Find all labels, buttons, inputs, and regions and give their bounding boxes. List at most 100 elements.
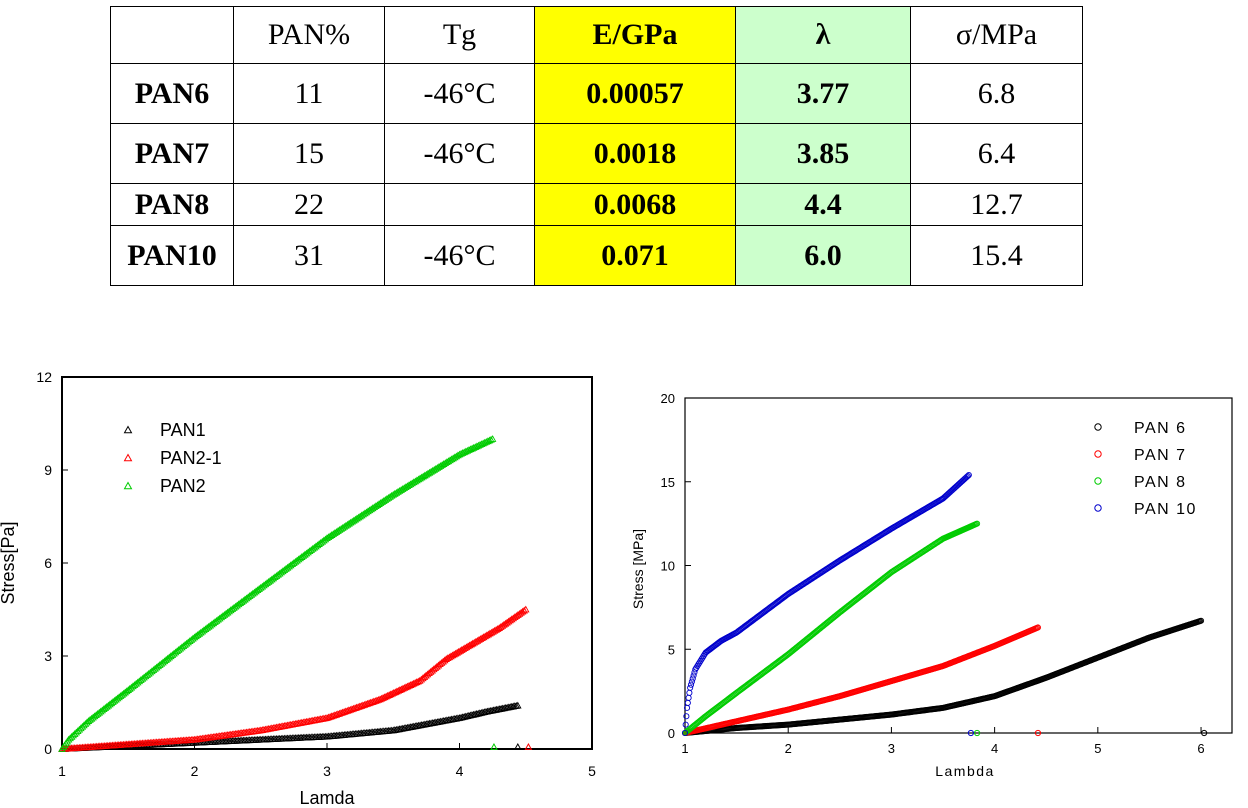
x-tick-label: 1 xyxy=(681,741,688,756)
row-lambda: 6.0 xyxy=(735,225,911,286)
data-point xyxy=(515,609,524,617)
y-tick-label: 6 xyxy=(44,555,52,571)
endpoint-marker xyxy=(1201,729,1208,737)
table-header-sigma: σ/MPa xyxy=(910,6,1083,64)
data-point xyxy=(497,623,505,630)
data-point xyxy=(485,436,494,444)
data-point xyxy=(507,615,516,623)
endpoint-marker xyxy=(513,742,522,750)
data-point xyxy=(687,684,694,691)
data-point xyxy=(520,606,528,614)
plot-frame xyxy=(61,376,593,750)
row-lambda: 3.77 xyxy=(735,63,911,124)
row-lambda: 4.4 xyxy=(735,183,911,226)
data-point xyxy=(500,620,508,628)
legend-label: PAN2 xyxy=(160,476,206,496)
series-pan-7 xyxy=(681,624,1042,737)
row-sigma: 15.4 xyxy=(910,225,1083,286)
table-header-lambda: λ xyxy=(735,6,911,64)
y-tick-label: 0 xyxy=(44,741,52,757)
row-sigma: 6.8 xyxy=(910,63,1083,124)
data-point xyxy=(518,607,527,615)
properties-table: PAN% Tg E/GPa λ σ/MPa PAN6 11 -46°C 0.00… xyxy=(110,6,1083,286)
legend-label: PAN2-1 xyxy=(160,448,222,468)
series-pan-8 xyxy=(681,520,981,737)
table-row: PAN10 31 -46°C 0.071 6.0 15.4 xyxy=(110,225,1083,286)
legend-marker xyxy=(123,453,133,462)
data-point xyxy=(965,471,972,479)
legend-label: PAN 10 xyxy=(1134,501,1197,518)
data-point xyxy=(683,713,690,720)
data-point xyxy=(501,619,510,627)
row-lambda: 3.85 xyxy=(735,123,911,184)
series-pan-10 xyxy=(681,471,974,737)
legend-marker xyxy=(1094,477,1102,485)
y-axis-label: Stress[Pa] xyxy=(0,521,18,604)
x-tick-label: 2 xyxy=(191,763,199,779)
legend-marker xyxy=(1094,423,1102,431)
row-pan-pct: 31 xyxy=(233,225,385,286)
x-axis-label: Lambda xyxy=(935,763,995,779)
legend-marker xyxy=(1094,504,1102,512)
endpoint-marker xyxy=(490,742,498,750)
row-e: 0.0068 xyxy=(534,183,736,226)
data-point xyxy=(414,677,422,685)
row-name: PAN8 xyxy=(110,183,234,226)
x-tick-label: 3 xyxy=(323,763,331,779)
y-tick-label: 15 xyxy=(661,475,675,490)
data-point xyxy=(504,617,513,625)
table-header-corner xyxy=(110,6,234,64)
data-point xyxy=(685,694,692,701)
data-point xyxy=(511,613,519,621)
y-tick-label: 3 xyxy=(44,648,52,664)
series-pan2 xyxy=(58,435,498,752)
row-e: 0.0018 xyxy=(534,123,736,184)
data-point xyxy=(321,535,330,543)
data-point xyxy=(487,435,495,443)
chart-right-group: 1 2 3 4 5 6 0 5 10 15 20 Lambda Stress [MPa] PAN 6 PAN… xyxy=(630,391,1233,779)
legend-marker xyxy=(123,425,133,434)
endpoint-marker xyxy=(967,729,974,737)
endpoint-marker xyxy=(1034,729,1042,737)
x-tick-label: 4 xyxy=(991,741,998,756)
row-tg: -46°C xyxy=(384,225,535,286)
data-point xyxy=(974,520,981,527)
x-tick-label: 3 xyxy=(888,741,895,756)
data-point xyxy=(503,618,511,626)
row-name: PAN6 xyxy=(110,63,234,124)
data-point xyxy=(684,699,691,706)
data-point xyxy=(1197,617,1205,624)
row-e: 0.071 xyxy=(534,225,736,286)
row-e: 0.00057 xyxy=(534,63,736,124)
legend-marker xyxy=(123,481,133,490)
data-point xyxy=(509,614,518,622)
data-point xyxy=(682,721,689,728)
x-tick-label: 5 xyxy=(1094,741,1101,756)
legend-label: PAN1 xyxy=(160,420,206,440)
row-tg xyxy=(384,183,535,226)
endpoint-marker xyxy=(973,729,981,737)
data-point xyxy=(488,435,497,442)
table-row: PAN7 15 -46°C 0.0018 3.85 6.4 xyxy=(110,123,1083,184)
data-point xyxy=(1034,624,1042,631)
data-point xyxy=(963,473,970,480)
data-point xyxy=(517,608,525,616)
x-tick-label: 5 xyxy=(588,763,596,779)
x-tick-label: 4 xyxy=(456,763,464,779)
data-point xyxy=(686,689,693,696)
data-point xyxy=(964,472,971,480)
row-name: PAN7 xyxy=(110,123,234,184)
data-point xyxy=(514,611,522,618)
y-tick-label: 5 xyxy=(668,642,675,657)
row-tg: -46°C xyxy=(384,123,535,184)
data-point xyxy=(512,612,521,619)
data-point xyxy=(495,624,504,631)
data-point xyxy=(521,605,530,613)
row-pan-pct: 11 xyxy=(233,63,385,124)
data-point xyxy=(687,681,695,688)
legend-label: PAN 7 xyxy=(1134,447,1187,464)
table-row: PAN6 11 -46°C 0.00057 3.77 6.8 xyxy=(110,63,1083,124)
x-tick-label: 1 xyxy=(58,763,66,779)
